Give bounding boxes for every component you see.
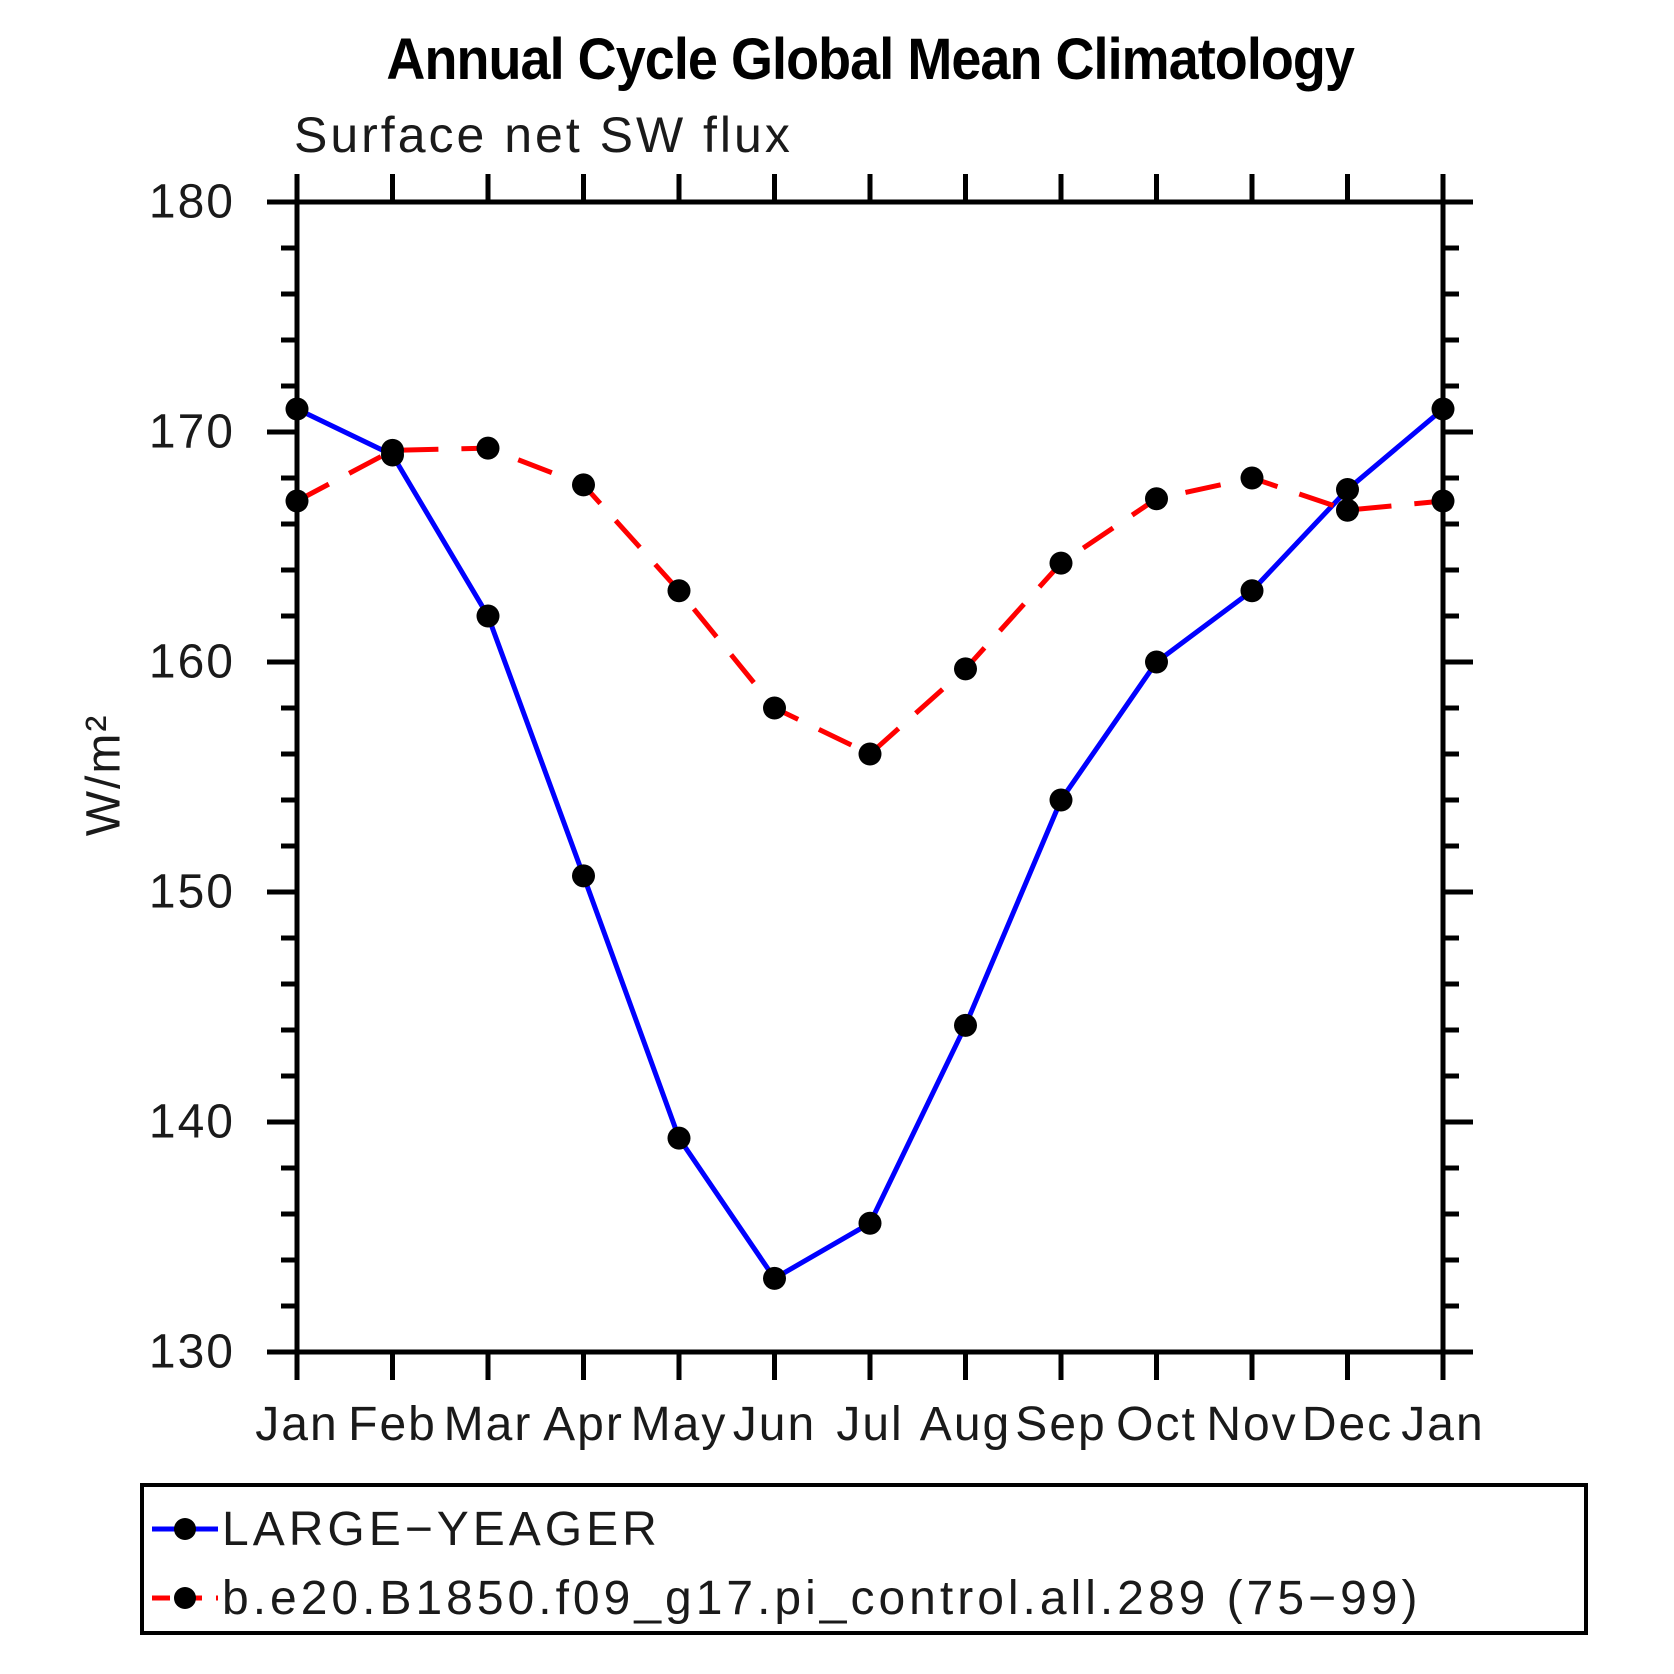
data-point-marker	[763, 1266, 786, 1290]
data-point-marker	[285, 397, 309, 421]
y-tick-label: 160	[149, 636, 235, 689]
y-tick-label: 170	[149, 406, 235, 459]
legend-label: LARGE−YEAGER	[222, 1502, 661, 1556]
x-tick-label: Mar	[444, 1398, 533, 1451]
y-tick-label: 140	[149, 1096, 235, 1149]
x-tick-label: Feb	[348, 1398, 437, 1451]
data-point-marker	[1049, 788, 1073, 812]
chart-subtitle: Surface net SW flux	[294, 107, 793, 163]
legend-marker-icon	[174, 1587, 196, 1609]
data-point-marker	[572, 864, 595, 888]
x-tick-label: Aug	[920, 1398, 1011, 1451]
series-markers-1	[285, 436, 1455, 766]
x-tick-label: Jul	[836, 1398, 903, 1451]
data-point-marker	[1336, 498, 1359, 522]
x-tick-label: Oct	[1116, 1398, 1197, 1451]
legend-row-0: LARGE−YEAGER	[150, 1497, 661, 1561]
data-point-marker	[763, 696, 786, 720]
data-point-marker	[667, 1126, 691, 1150]
data-point-marker	[858, 742, 882, 766]
data-point-marker	[1431, 489, 1455, 513]
legend-swatch-dashed-line	[152, 1587, 218, 1609]
data-point-marker	[1431, 397, 1455, 421]
x-tick-label: Apr	[543, 1398, 624, 1451]
x-axis-labels: Jan Feb Mar Apr May Jun Jul Aug Sep Oct Nov Dec Jan	[255, 1398, 1484, 1451]
data-point-marker	[285, 489, 309, 513]
x-tick-label: Dec	[1302, 1398, 1393, 1451]
series-line-0	[295, 406, 1445, 1282]
data-point-marker	[1145, 650, 1168, 674]
legend-box: LARGE−YEAGER b.e20.B1850.f09_g17.pi_contr…	[140, 1483, 1588, 1635]
y-axis-labels: 130 140 150 160 170 180	[149, 176, 235, 1379]
y-tick-label: 180	[149, 176, 235, 229]
legend-row-1: b.e20.B1850.f09_g17.pi_control.all.289 (…	[150, 1566, 1421, 1630]
chart-title: Annual Cycle Global Mean Climatology	[297, 26, 1443, 93]
data-point-marker	[858, 1211, 882, 1235]
data-point-marker	[1240, 579, 1264, 603]
x-tick-label: May	[631, 1398, 728, 1451]
data-point-marker	[381, 438, 404, 462]
x-tick-label: Nov	[1206, 1398, 1297, 1451]
data-point-marker	[476, 604, 500, 628]
legend-marker-icon	[174, 1518, 196, 1540]
data-point-marker	[1049, 551, 1073, 575]
axes	[267, 174, 1473, 1380]
legend-swatch-solid-line	[152, 1518, 218, 1540]
data-point-marker	[954, 657, 977, 681]
data-point-marker	[954, 1013, 977, 1037]
y-tick-label: 130	[149, 1326, 235, 1379]
legend-label: b.e20.B1850.f09_g17.pi_control.all.289 (…	[222, 1571, 1422, 1625]
y-tick-label: 150	[149, 866, 235, 919]
series-markers-0	[285, 397, 1455, 1290]
plot-border	[294, 199, 1446, 1355]
data-point-marker	[1145, 487, 1168, 511]
chart-title-text: Annual Cycle Global Mean Climatology	[386, 27, 1355, 92]
series-line-1	[295, 445, 1444, 757]
data-point-marker	[476, 436, 500, 460]
x-tick-label: Jun	[733, 1398, 816, 1451]
data-point-marker	[572, 473, 595, 497]
x-tick-label: Sep	[1015, 1398, 1106, 1451]
x-tick-label: Jan	[255, 1398, 338, 1451]
data-point-marker	[1336, 478, 1359, 501]
x-tick-label: Jan	[1401, 1398, 1484, 1451]
data-point-marker	[667, 579, 691, 603]
data-point-marker	[1240, 466, 1264, 490]
